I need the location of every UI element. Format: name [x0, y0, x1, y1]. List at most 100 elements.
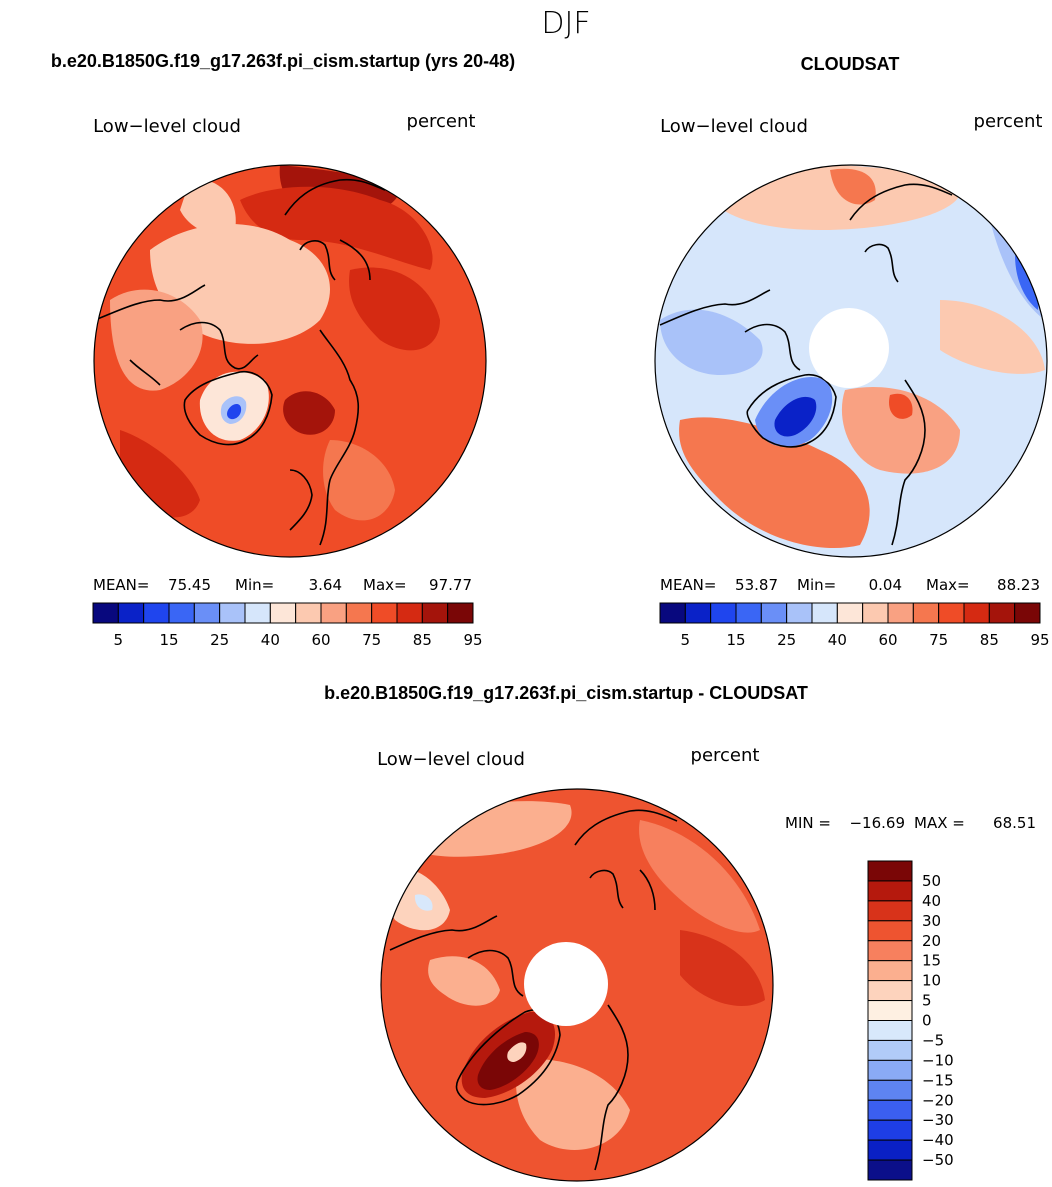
colorbar-tick-label: 85	[980, 631, 999, 649]
colorbar-swatch	[867, 1079, 913, 1101]
colorbar-tick-label: 15	[922, 952, 941, 970]
colorbar-swatch	[193, 602, 221, 624]
colorbar-tick-label: 40	[261, 631, 280, 649]
variable-label: Low−level cloud	[93, 116, 241, 137]
colorbar-tick-label: −40	[922, 1131, 954, 1149]
colorbar-swatch	[988, 602, 1016, 624]
colorbar-tick-label: 85	[413, 631, 432, 649]
colorbar-swatch	[92, 602, 119, 624]
panel-model: b.e20.B1850G.f19_g17.263f.pi_cism.startu…	[51, 51, 515, 649]
colorbar-swatch	[345, 602, 373, 624]
coastline-eurasia	[594, 869, 656, 1171]
colorbar-swatch	[963, 602, 990, 624]
colorbar-swatch	[867, 860, 913, 882]
stats: MIN = −16.69 MAX = 68.51	[785, 814, 1036, 832]
coastline-eurasia	[891, 379, 926, 546]
region-greenland-light	[507, 1042, 527, 1062]
colorbar-swatch	[421, 602, 449, 624]
min-label: Min=	[797, 576, 836, 594]
colorbar-swatch	[168, 602, 195, 624]
region-east-deep	[1015, 255, 1039, 310]
colorbar-tick-label: 60	[311, 631, 330, 649]
region-europe-dark	[889, 393, 913, 419]
colorbar-swatch	[867, 1099, 913, 1121]
season-title: DJF	[541, 6, 590, 41]
region-east-dark	[680, 930, 765, 1006]
colorbar-tick-label: 5	[681, 631, 691, 649]
colorbar-swatch	[143, 602, 170, 624]
coastline-canada	[94, 284, 259, 386]
region-canada-blue	[660, 309, 763, 375]
stats: MEAN= 53.87 Min= 0.04 Max= 88.23	[660, 576, 1040, 594]
coastline-greenland	[183, 370, 273, 446]
max-value: 88.23	[997, 576, 1040, 594]
colorbar-swatch	[244, 602, 271, 624]
colorbar-tick-label: 60	[878, 631, 897, 649]
colorbar-tick-label: 5	[922, 992, 932, 1010]
map-boundary	[93, 164, 487, 558]
colorbar-tick-label: 15	[159, 631, 178, 649]
coastline-canada	[389, 915, 524, 997]
mean-value: 75.45	[168, 576, 211, 594]
map	[381, 789, 773, 1181]
colorbar-swatch	[396, 602, 423, 624]
colorbar-swatch	[320, 602, 347, 624]
colorbar-swatch	[867, 1020, 913, 1041]
colorbar-swatch	[938, 602, 965, 624]
region-east-mid	[639, 820, 760, 933]
units-label: percent	[974, 111, 1043, 132]
colorbar-tick-label: −5	[922, 1031, 944, 1049]
colorbar-swatch	[867, 1139, 913, 1161]
colorbar-swatch	[811, 602, 838, 624]
colorbar-swatch	[867, 1059, 913, 1081]
map	[94, 165, 486, 557]
region-north-atlantic	[283, 391, 335, 435]
colorbar-swatch	[447, 602, 474, 624]
colorbar-swatch	[867, 880, 913, 902]
coastline-eurasia	[319, 239, 371, 546]
colorbar-swatch	[867, 1119, 913, 1141]
colorbar-tick-label: 10	[922, 972, 941, 990]
panel-title: CLOUDSAT	[801, 54, 900, 74]
colorbar-tick-label: −10	[922, 1051, 954, 1069]
variable-label: Low−level cloud	[660, 116, 808, 137]
colorbar-swatch	[786, 602, 813, 624]
region-canada-band	[428, 956, 500, 1006]
region-atlantic-band	[679, 417, 870, 548]
colorbar-tick-label: 50	[922, 872, 941, 890]
region-pacific-band	[940, 300, 1045, 374]
colorbar-swatch	[684, 602, 712, 624]
max-label: Max=	[363, 576, 407, 594]
colorbar-swatch	[1014, 602, 1041, 624]
colorbar-swatch	[867, 920, 913, 942]
colorbar-swatch	[219, 602, 246, 624]
region-east-dark	[349, 267, 440, 351]
region-greenland-core	[227, 404, 242, 420]
colorbar-swatch	[295, 602, 322, 624]
region-north-dark	[830, 168, 876, 205]
region-north-pacific-mid	[240, 186, 433, 270]
colorbar-swatch	[887, 602, 914, 624]
colorbar-tick-label: 25	[210, 631, 229, 649]
colorbar-tick-label: 30	[922, 912, 941, 930]
min-value: 3.64	[309, 576, 342, 594]
colorbar-tick-label: 95	[1030, 631, 1049, 649]
colorbar-swatch	[867, 1159, 913, 1181]
panel-difference: b.e20.B1850G.f19_g17.263f.pi_cism.startu…	[324, 683, 1036, 1182]
region-south-pale	[516, 1059, 630, 1150]
min-value: 0.04	[869, 576, 902, 594]
mean-value: 53.87	[735, 576, 778, 594]
colorbar-swatch	[867, 1000, 913, 1021]
polar-gap	[809, 308, 889, 388]
colorbar-tick-label: 75	[929, 631, 948, 649]
mean-label: MEAN=	[660, 576, 716, 594]
colorbar-swatch	[760, 602, 788, 624]
units-label: percent	[691, 745, 760, 766]
colorbar-tick-label: −15	[922, 1071, 954, 1089]
colorbar: 5 15 25 40 60 75 85 95	[659, 602, 1050, 649]
colorbar-tick-label: 15	[726, 631, 745, 649]
coastline-scandinavia	[289, 469, 313, 531]
coastline-greenland	[455, 1009, 561, 1106]
